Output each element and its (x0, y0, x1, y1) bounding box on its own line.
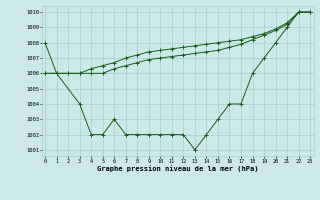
X-axis label: Graphe pression niveau de la mer (hPa): Graphe pression niveau de la mer (hPa) (97, 165, 258, 172)
